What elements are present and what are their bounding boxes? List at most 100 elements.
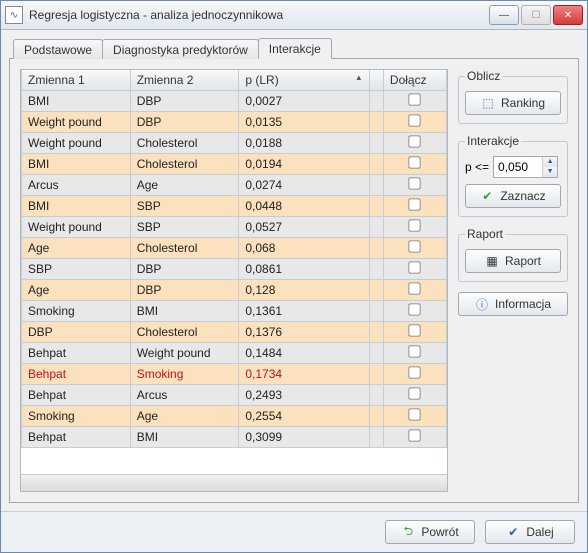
tab-podstawowe[interactable]: Podstawowe <box>13 39 103 59</box>
col-p[interactable]: p (LR)▲ <box>239 70 369 91</box>
spin-up[interactable]: ▲ <box>543 157 557 167</box>
table-row[interactable]: BehpatSmoking0,1734 <box>22 364 447 385</box>
minimize-button[interactable]: — <box>489 5 519 25</box>
ranking-label: Ranking <box>501 96 545 110</box>
cell-p: 0,1376 <box>239 322 369 343</box>
raport-button[interactable]: ▦ Raport <box>465 249 561 273</box>
zaznacz-button[interactable]: ✔ Zaznacz <box>465 184 561 208</box>
dolacz-checkbox[interactable] <box>409 177 421 189</box>
spin-down[interactable]: ▼ <box>543 167 557 177</box>
table-row[interactable]: ArcusAge0,0274 <box>22 175 447 196</box>
table-row[interactable]: Weight poundCholesterol0,0188 <box>22 133 447 154</box>
table-row[interactable]: BMIDBP0,0027 <box>22 91 447 112</box>
cell-dolacz <box>383 238 446 259</box>
group-oblicz: Oblicz ⬚ Ranking <box>458 69 568 124</box>
powrot-button[interactable]: ⮌ Powrót <box>385 520 475 544</box>
cell-zmienna1: Smoking <box>22 406 131 427</box>
cell-spacer <box>369 427 383 448</box>
tab-interakcje[interactable]: Interakcje <box>258 38 332 59</box>
cell-zmienna2: Cholesterol <box>130 154 239 175</box>
interactions-table-wrap: Zmienna 1 Zmienna 2 p (LR)▲ Dołącz BMIDB… <box>20 69 448 492</box>
dalej-label: Dalej <box>526 525 553 539</box>
dolacz-checkbox[interactable] <box>409 303 421 315</box>
cell-zmienna2: Cholesterol <box>130 238 239 259</box>
table-scroll[interactable]: Zmienna 1 Zmienna 2 p (LR)▲ Dołącz BMIDB… <box>21 70 447 474</box>
legend-raport: Raport <box>465 227 505 241</box>
cell-spacer <box>369 196 383 217</box>
cell-zmienna2: DBP <box>130 259 239 280</box>
cell-zmienna1: BMI <box>22 91 131 112</box>
dolacz-checkbox[interactable] <box>409 219 421 231</box>
ranking-button[interactable]: ⬚ Ranking <box>465 91 561 115</box>
cell-zmienna1: DBP <box>22 322 131 343</box>
dolacz-checkbox[interactable] <box>409 240 421 252</box>
col-zmienna1[interactable]: Zmienna 1 <box>22 70 131 91</box>
dolacz-checkbox[interactable] <box>409 429 421 441</box>
table-row[interactable]: SmokingBMI0,1361 <box>22 301 447 322</box>
cell-spacer <box>369 91 383 112</box>
titlebar: ∿ Regresja logistyczna - analiza jednocz… <box>1 1 587 30</box>
dolacz-checkbox[interactable] <box>409 198 421 210</box>
table-header-row: Zmienna 1 Zmienna 2 p (LR)▲ Dołącz <box>22 70 447 91</box>
p-input[interactable] <box>494 157 542 177</box>
cell-zmienna1: Age <box>22 280 131 301</box>
table-row[interactable]: AgeCholesterol0,068 <box>22 238 447 259</box>
dolacz-checkbox[interactable] <box>409 282 421 294</box>
close-button[interactable]: ✕ <box>553 5 583 25</box>
table-row[interactable]: Weight poundDBP0,0135 <box>22 112 447 133</box>
horizontal-scrollbar[interactable] <box>21 474 447 491</box>
table-row[interactable]: DBPCholesterol0,1376 <box>22 322 447 343</box>
table-row[interactable]: Weight poundSBP0,0527 <box>22 217 447 238</box>
dalej-button[interactable]: ✔ Dalej <box>485 520 575 544</box>
table-row[interactable]: BehpatBMI0,3099 <box>22 427 447 448</box>
cell-zmienna1: Age <box>22 238 131 259</box>
cell-zmienna1: BMI <box>22 196 131 217</box>
cell-p: 0,0861 <box>239 259 369 280</box>
cell-spacer <box>369 280 383 301</box>
table-row[interactable]: BehpatArcus0,2493 <box>22 385 447 406</box>
cell-zmienna2: BMI <box>130 427 239 448</box>
cell-dolacz <box>383 112 446 133</box>
cell-zmienna2: Age <box>130 406 239 427</box>
dolacz-checkbox[interactable] <box>409 261 421 273</box>
dolacz-checkbox[interactable] <box>409 135 421 147</box>
informacja-button[interactable]: ⓘ Informacja <box>458 292 568 316</box>
dolacz-checkbox[interactable] <box>409 366 421 378</box>
table-row[interactable]: SBPDBP0,0861 <box>22 259 447 280</box>
group-raport: Raport ▦ Raport <box>458 227 568 282</box>
table-row[interactable]: BMISBP0,0448 <box>22 196 447 217</box>
check-icon: ✔ <box>480 189 494 203</box>
dolacz-checkbox[interactable] <box>409 93 421 105</box>
table-row[interactable]: BehpatWeight pound0,1484 <box>22 343 447 364</box>
cell-dolacz <box>383 133 446 154</box>
cell-spacer <box>369 322 383 343</box>
cell-zmienna2: DBP <box>130 91 239 112</box>
client-area: Podstawowe Diagnostyka predyktorów Inter… <box>1 30 587 511</box>
side-panel: Oblicz ⬚ Ranking Interakcje p <= ▲ <box>458 69 568 492</box>
dolacz-checkbox[interactable] <box>409 345 421 357</box>
dialog-footer: ⮌ Powrót ✔ Dalej <box>1 511 587 552</box>
cell-p: 0,3099 <box>239 427 369 448</box>
col-dolacz[interactable]: Dołącz <box>383 70 446 91</box>
cell-dolacz <box>383 322 446 343</box>
maximize-button[interactable]: ☐ <box>521 5 551 25</box>
cell-dolacz <box>383 196 446 217</box>
dolacz-checkbox[interactable] <box>409 114 421 126</box>
dolacz-checkbox[interactable] <box>409 156 421 168</box>
dolacz-checkbox[interactable] <box>409 324 421 336</box>
table-row[interactable]: BMICholesterol0,0194 <box>22 154 447 175</box>
cell-zmienna1: Weight pound <box>22 217 131 238</box>
dolacz-checkbox[interactable] <box>409 408 421 420</box>
table-row[interactable]: AgeDBP0,128 <box>22 280 447 301</box>
cell-zmienna2: SBP <box>130 196 239 217</box>
table-row[interactable]: SmokingAge0,2554 <box>22 406 447 427</box>
cell-zmienna1: BMI <box>22 154 131 175</box>
dolacz-checkbox[interactable] <box>409 387 421 399</box>
cell-spacer <box>369 175 383 196</box>
p-spinner[interactable]: ▲ ▼ <box>493 156 558 178</box>
tab-diagnostyka[interactable]: Diagnostyka predyktorów <box>102 39 259 59</box>
col-spacer <box>369 70 383 91</box>
col-zmienna2[interactable]: Zmienna 2 <box>130 70 239 91</box>
cell-p: 0,0527 <box>239 217 369 238</box>
window-title: Regresja logistyczna - analiza jednoczyn… <box>29 8 489 22</box>
